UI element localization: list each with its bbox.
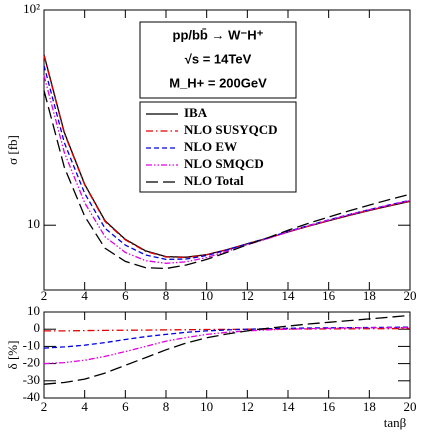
y-tick-label: 10 <box>27 216 40 231</box>
plot-frame <box>43 9 411 291</box>
x-tick-label: 6 <box>122 399 129 414</box>
x-tick-label: 20 <box>404 288 417 303</box>
y-tick-label: -10 <box>23 337 40 352</box>
series-line <box>43 90 411 270</box>
x-tick-label: 16 <box>322 288 336 303</box>
x-tick-label: 10 <box>200 288 213 303</box>
x-tick-label: 12 <box>241 399 254 414</box>
legend-label: IBA <box>184 105 208 120</box>
series-line <box>43 314 411 385</box>
x-tick-label: 8 <box>163 288 170 303</box>
series-line <box>43 75 411 264</box>
legend-label: NLO EW <box>184 139 237 154</box>
legend-label: NLO SMQCD <box>184 156 264 171</box>
plot-frame <box>43 311 411 399</box>
x-tick-label: 14 <box>282 288 296 303</box>
x-tick-label: 14 <box>282 399 296 414</box>
series-line <box>43 65 411 261</box>
y-axis-label: δ [%] <box>5 341 20 370</box>
x-tick-label: 4 <box>81 288 88 303</box>
annotation: pp/bb̄ → W⁻H⁺ <box>173 27 264 42</box>
x-axis-label: tanβ <box>384 415 407 430</box>
legend-label: NLO Total <box>184 173 244 188</box>
y-tick-label: -20 <box>23 355 40 370</box>
annotation: √s = 14TeV <box>185 51 252 66</box>
y-axis-label: σ [fb] <box>5 135 20 165</box>
y-tick-label: -40 <box>23 389 40 404</box>
x-tick-label: 6 <box>122 288 129 303</box>
x-tick-label: 10 <box>200 399 213 414</box>
x-tick-label: 16 <box>322 399 336 414</box>
x-tick-label: 18 <box>363 399 376 414</box>
x-tick-label: 18 <box>363 288 376 303</box>
y-tick-label: 0 <box>34 320 41 335</box>
x-tick-label: 8 <box>163 399 170 414</box>
x-tick-label: 2 <box>41 288 48 303</box>
x-tick-label: 12 <box>241 288 254 303</box>
title-box <box>139 21 297 99</box>
y-tick-label: -30 <box>23 372 40 387</box>
x-tick-label: 2 <box>41 399 48 414</box>
y-tick-label: 10² <box>23 1 40 16</box>
x-tick-label: 4 <box>81 399 88 414</box>
legend-box <box>139 101 297 193</box>
legend-label: NLO SUSYQCD <box>184 122 278 137</box>
y-tick-label: 10 <box>27 303 40 318</box>
series-line <box>43 326 411 365</box>
x-tick-label: 20 <box>404 399 417 414</box>
annotation: M_H+ = 200GeV <box>169 75 267 90</box>
series-line <box>44 327 411 332</box>
